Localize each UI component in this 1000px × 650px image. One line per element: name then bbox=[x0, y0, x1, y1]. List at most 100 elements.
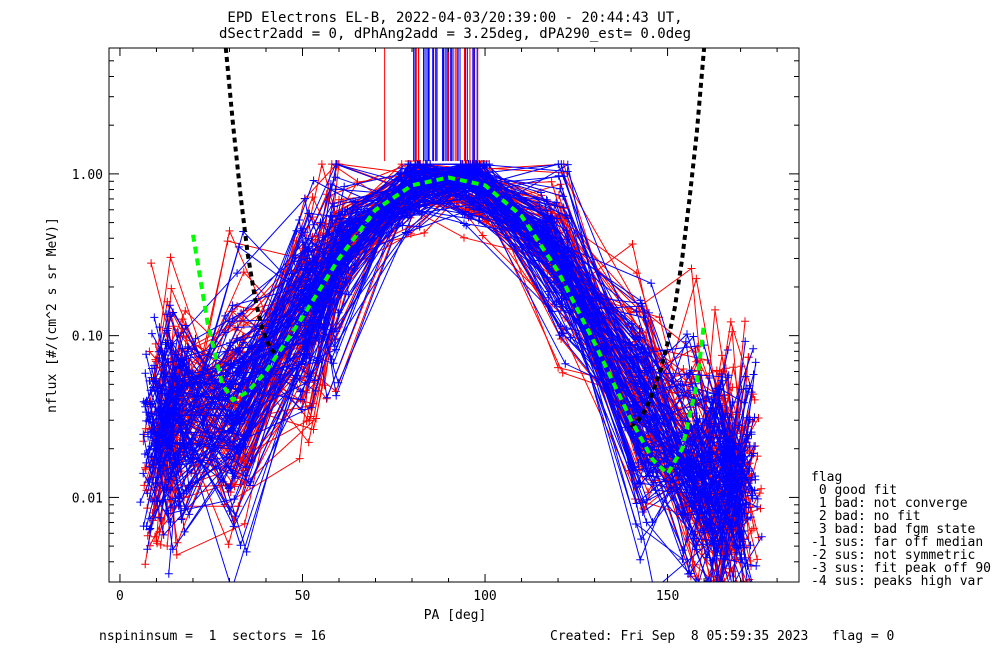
blue-spectrum-point bbox=[747, 388, 756, 397]
red-spectrum-point bbox=[557, 335, 566, 343]
blue-spectrum-point bbox=[241, 442, 250, 451]
blue-spectrum-point bbox=[170, 369, 179, 378]
blue-spectrum-line bbox=[139, 182, 734, 524]
blue-spectrum-point bbox=[727, 445, 736, 454]
blue-spectrum-point bbox=[411, 190, 420, 199]
blue-spectrum-point bbox=[740, 585, 748, 593]
blue-spectrum-point bbox=[336, 264, 345, 273]
legend-item-4: -1 sus: far off median bbox=[811, 535, 983, 550]
blue-spectrum-point bbox=[690, 493, 699, 502]
blue-spectrum-point bbox=[173, 377, 182, 386]
red-spectrum-point bbox=[628, 240, 637, 248]
red-spectrum-point bbox=[153, 539, 162, 548]
blue-spectrum-point bbox=[708, 450, 717, 459]
blue-spectrum-point bbox=[455, 191, 464, 200]
blue-spectrum-point bbox=[330, 334, 339, 343]
red-spectrum-point bbox=[746, 585, 754, 593]
blue-spectrum-point bbox=[757, 532, 766, 541]
blue-spectrum-point bbox=[304, 316, 313, 325]
blue-spectrum-point bbox=[325, 231, 334, 239]
blue-spectrum-point bbox=[423, 197, 432, 206]
blue-spectrum-point bbox=[235, 420, 243, 429]
blue-spectrum-point bbox=[729, 499, 737, 508]
red-spectrum-point bbox=[420, 228, 429, 237]
blue-spectrum-point bbox=[698, 457, 706, 466]
blue-spectrum-point bbox=[750, 585, 758, 593]
legend-item-7: -4 sus: peaks high var bbox=[811, 574, 983, 589]
blue-spectrum-point bbox=[544, 293, 553, 302]
red-spectrum-point bbox=[754, 414, 763, 422]
legend-item-2: 2 bad: no fit bbox=[811, 509, 921, 524]
blue-spectrum-point bbox=[305, 209, 314, 218]
blue-spectrum-point bbox=[735, 421, 743, 430]
red-spectrum-point bbox=[140, 481, 149, 490]
red-spectrum-point bbox=[755, 489, 764, 498]
red-spectrum-point bbox=[632, 269, 641, 278]
blue-spectrum-point bbox=[164, 569, 173, 578]
blue-spectrum-point bbox=[647, 279, 656, 288]
blue-spectrum-point bbox=[738, 499, 747, 508]
blue-spectrum-point bbox=[636, 555, 645, 564]
blue-spectrum-point bbox=[174, 357, 183, 366]
blue-spectrum-point bbox=[749, 344, 758, 353]
blue-spectrum-point bbox=[304, 289, 313, 298]
blue-spectrum-point bbox=[470, 205, 478, 214]
data-layer bbox=[136, 48, 766, 593]
red-spectrum-point bbox=[163, 542, 172, 550]
red-spectrum-point bbox=[729, 363, 738, 372]
blue-spectrum-point bbox=[467, 171, 476, 179]
blue-spectrum-line bbox=[161, 209, 752, 547]
blue-spectrum-point bbox=[291, 251, 300, 260]
x-tick-label: 50 bbox=[295, 589, 311, 604]
blue-spectrum-point bbox=[141, 399, 150, 408]
blue-spectrum-point bbox=[152, 415, 161, 424]
red-spectrum-point bbox=[558, 368, 567, 377]
red-spectrum-point bbox=[150, 532, 159, 541]
blue-spectrum-point bbox=[236, 541, 245, 550]
blue-spectrum-point bbox=[341, 207, 350, 216]
blue-spectrum-point bbox=[164, 358, 173, 367]
blue-spectrum-point bbox=[304, 247, 313, 256]
blue-spectrum-point bbox=[233, 269, 242, 278]
blue-spectrum-point bbox=[744, 503, 753, 512]
blue-spectrum-point bbox=[140, 450, 149, 458]
blue-spectrum-point bbox=[549, 252, 558, 260]
blue-spectrum-point bbox=[637, 535, 646, 544]
red-spectrum-point bbox=[726, 317, 735, 326]
blue-spectrum-point bbox=[157, 396, 166, 405]
blue-spectrum-point bbox=[229, 522, 238, 531]
blue-spectrum-point bbox=[708, 502, 717, 511]
blue-spectrum-point bbox=[636, 296, 645, 305]
blue-spectrum-point bbox=[144, 417, 153, 426]
red-spectrum-point bbox=[554, 363, 563, 372]
blue-spectrum-point bbox=[468, 160, 477, 169]
blue-spectrum-point bbox=[154, 446, 163, 455]
blue-spectrum-point bbox=[736, 555, 745, 564]
blue-spectrum-point bbox=[724, 371, 733, 380]
blue-spectrum-point bbox=[398, 164, 407, 173]
blue-spectrum-point bbox=[228, 315, 237, 323]
blue-spectrum-point bbox=[691, 479, 700, 487]
plot-frame bbox=[108, 47, 800, 583]
blue-spectrum-point bbox=[541, 222, 550, 231]
blue-spectrum-point bbox=[150, 361, 159, 370]
blue-spectrum-point bbox=[172, 459, 181, 468]
blue-spectrum-point bbox=[642, 518, 651, 527]
blue-spectrum-line bbox=[145, 163, 741, 582]
red-spectrum-point bbox=[747, 526, 756, 535]
blue-spectrum-point bbox=[548, 217, 557, 226]
blue-spectrum-point bbox=[242, 547, 251, 556]
blue-spectrum-point bbox=[691, 433, 700, 442]
blue-spectrum-point bbox=[732, 548, 741, 557]
blue-spectrum-line bbox=[150, 167, 742, 560]
blue-spectrum-point bbox=[737, 474, 746, 483]
red-spectrum-point bbox=[141, 560, 150, 569]
blue-spectrum-point bbox=[750, 413, 759, 422]
red-spectrum-point bbox=[756, 504, 765, 513]
blue-spectrum-point bbox=[226, 341, 235, 350]
blue-spectrum-point bbox=[224, 484, 233, 493]
blue-spectrum-point bbox=[300, 285, 308, 294]
red-spectrum-point bbox=[152, 537, 161, 546]
blue-spectrum-point bbox=[627, 319, 636, 328]
blue-spectrum-point bbox=[563, 160, 572, 169]
